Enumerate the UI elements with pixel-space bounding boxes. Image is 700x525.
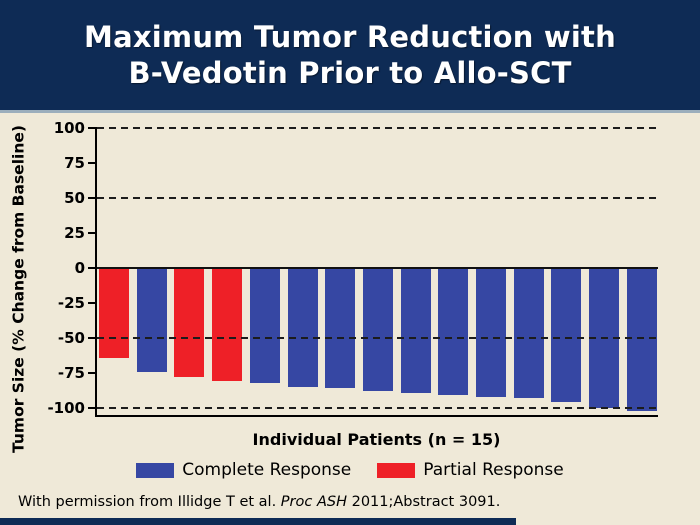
slide-title-line-2: B-Vedotin Prior to Allo-SCT — [128, 56, 572, 90]
legend-item-complete-response: Complete Response — [136, 460, 351, 480]
y-axis-title: Tumor Size (% Change from Baseline) — [9, 125, 28, 453]
legend-item-partial-response: Partial Response — [377, 460, 564, 480]
y-tick-50 — [88, 197, 97, 199]
zero-baseline — [97, 267, 658, 269]
y-tick-25 — [88, 232, 97, 234]
y-tick-100 — [88, 127, 97, 129]
legend-label-partial: Partial Response — [423, 460, 564, 480]
bar-patient-7 — [325, 268, 356, 389]
bar-patient-12 — [513, 268, 544, 399]
y-tick-label-100: 100 — [53, 119, 85, 137]
bar-patient-3 — [174, 268, 205, 378]
gridline-100 — [97, 127, 658, 129]
y-tick-label-50: 50 — [64, 189, 85, 207]
y-tick-label-25: 25 — [64, 224, 85, 242]
header-divider — [0, 110, 700, 113]
y-tick-label--25: -25 — [57, 294, 85, 312]
y-tick-75 — [88, 162, 97, 164]
x-axis-title: Individual Patients (n = 15) — [252, 430, 501, 449]
complete-response-swatch-icon — [136, 462, 175, 478]
y-tick-label-0: 0 — [74, 259, 85, 277]
legend: Complete Response Partial Response — [0, 458, 700, 482]
gridline--50 — [97, 337, 658, 339]
bar-patient-10 — [438, 268, 469, 396]
y-tick-label-75: 75 — [64, 154, 85, 172]
bar-patient-5 — [249, 268, 280, 383]
y-tick-label--50: -50 — [57, 329, 85, 347]
partial-response-swatch-icon — [377, 462, 416, 478]
citation-prefix: With permission from Illidge T et al. — [18, 494, 281, 510]
y-tick-label--100: -100 — [47, 399, 85, 417]
bar-patient-2 — [136, 268, 167, 372]
gridline-50 — [97, 197, 658, 199]
bar-patient-15 — [626, 268, 657, 411]
slide-header: Maximum Tumor Reduction with B-Vedotin P… — [0, 0, 700, 110]
bar-patient-8 — [362, 268, 393, 392]
y-tick-label--75: -75 — [57, 364, 85, 382]
legend-label-complete: Complete Response — [182, 460, 352, 480]
y-tick--25 — [88, 302, 97, 304]
y-tick--100 — [88, 407, 97, 409]
citation-journal: Proc ASH — [280, 494, 347, 510]
bar-patient-4 — [212, 268, 243, 382]
bar-patient-13 — [551, 268, 582, 403]
bar-patient-6 — [287, 268, 318, 387]
plot-area: 100 75 50 25 0 -25 -50 -75 -100 — [47, 119, 658, 417]
bar-patient-9 — [400, 268, 431, 393]
bar-patient-1 — [99, 268, 129, 358]
gridline--100 — [97, 407, 658, 409]
citation-suffix: 2011;Abstract 3091. — [346, 494, 501, 510]
citation: With permission from Illidge T et al. Pr… — [18, 494, 500, 510]
y-tick--75 — [88, 372, 97, 374]
bar-patient-11 — [476, 268, 506, 397]
y-tick--50 — [88, 337, 97, 339]
y-tick-0 — [88, 267, 97, 269]
slide-title-line-1: Maximum Tumor Reduction with — [84, 20, 616, 54]
bottom-accent-bar — [0, 518, 516, 525]
